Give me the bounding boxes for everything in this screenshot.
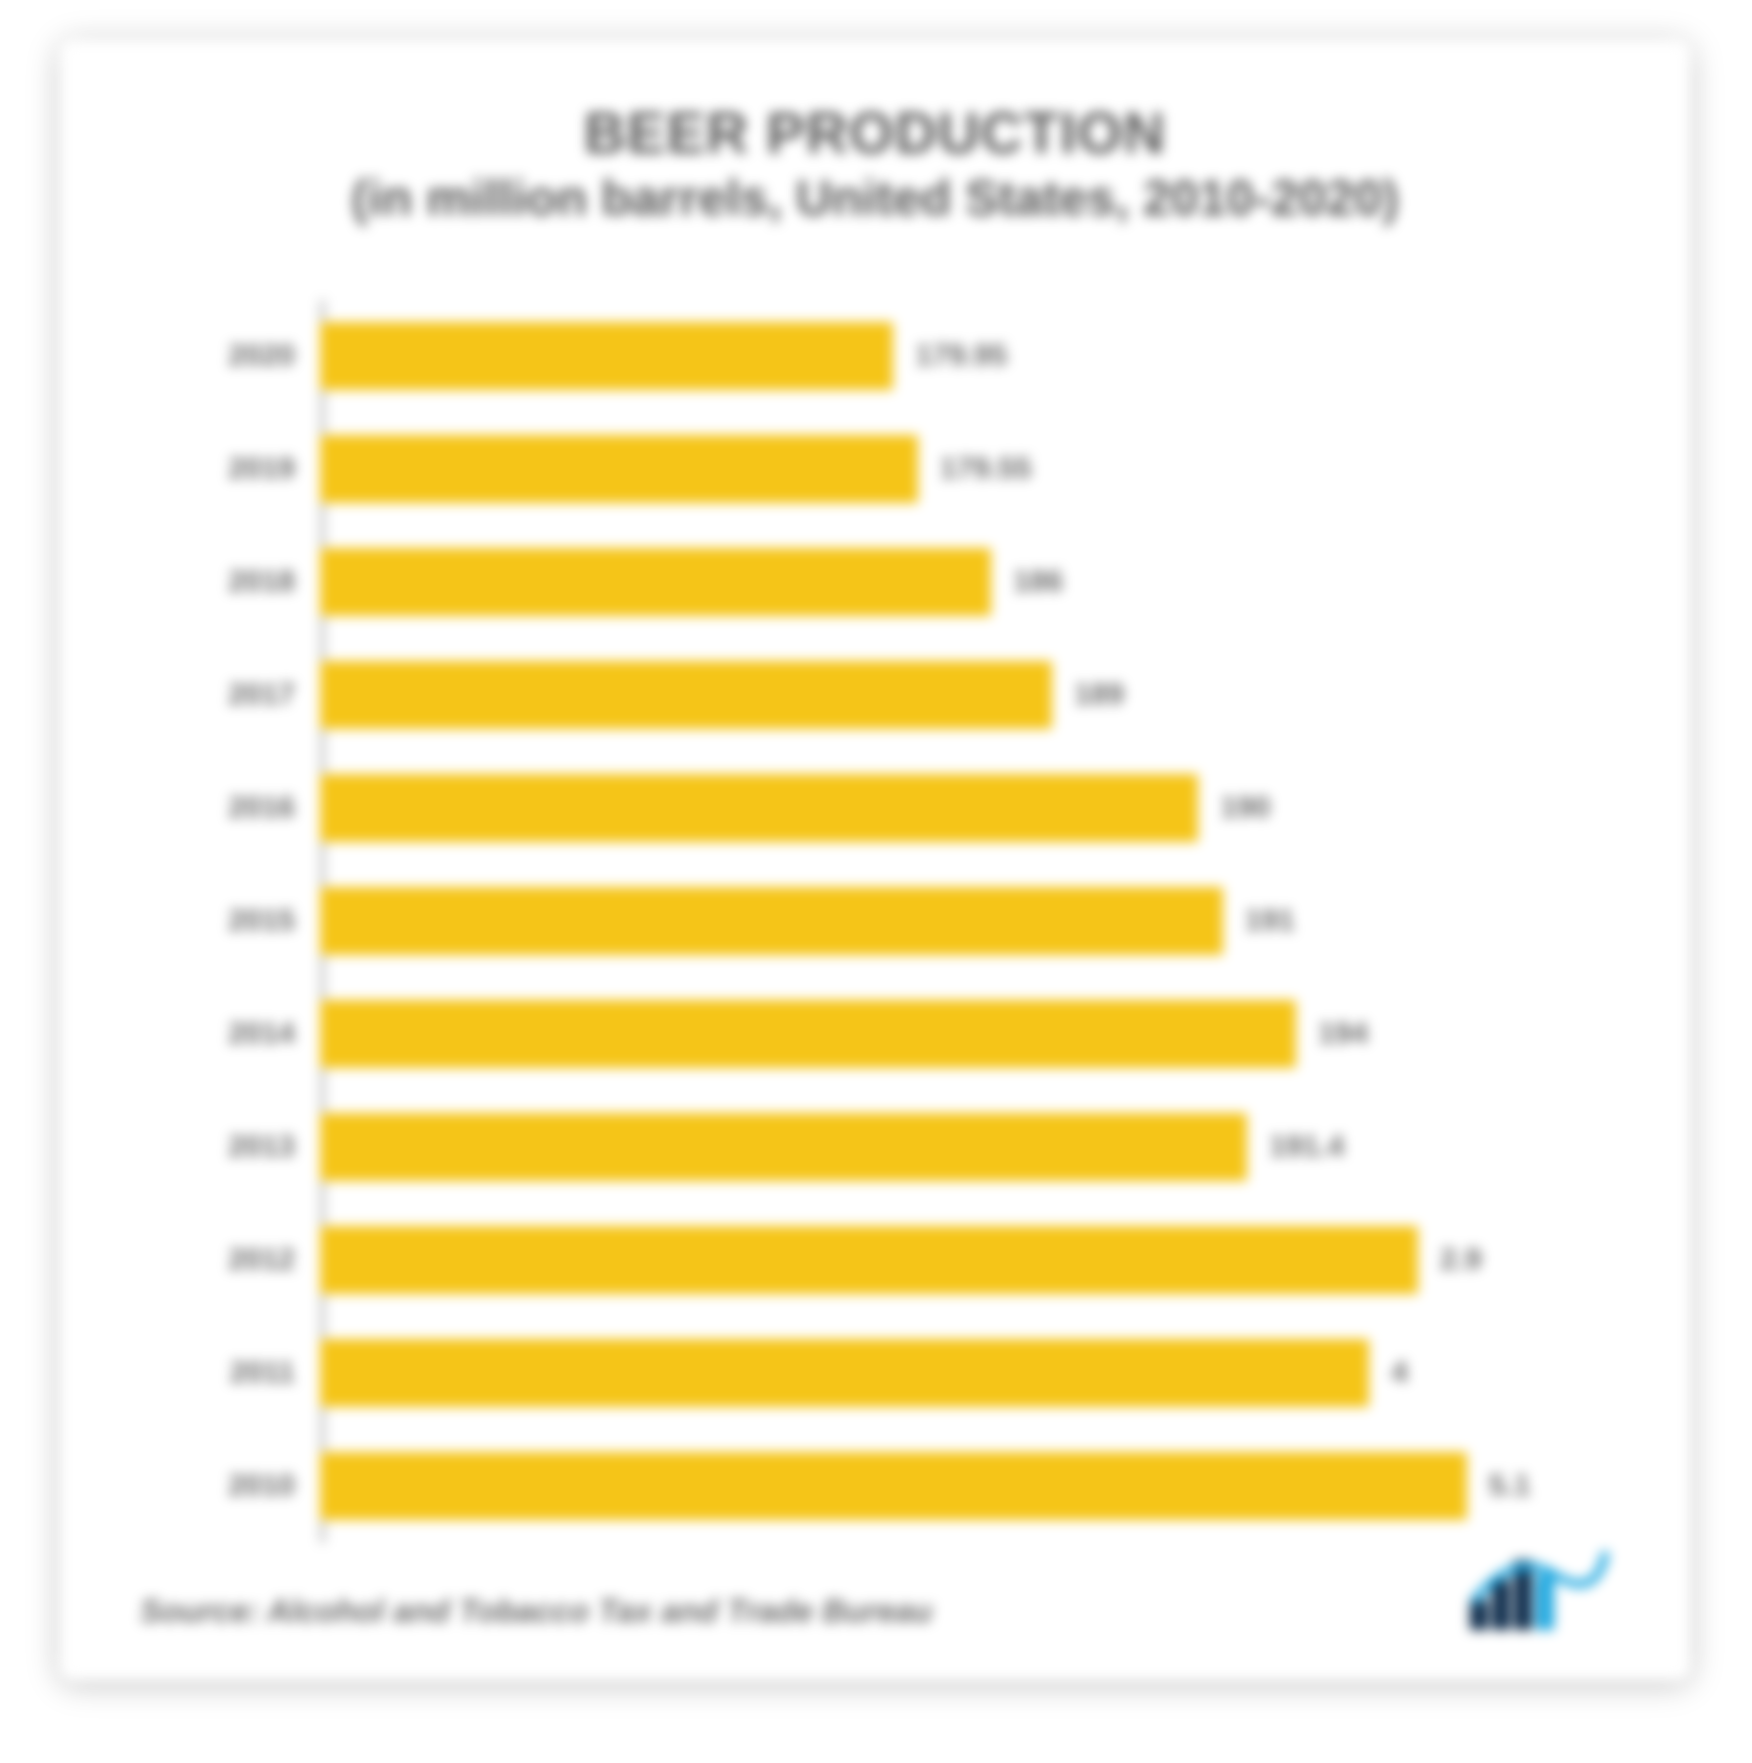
bar-value-label: 186 bbox=[1013, 565, 1063, 599]
bar-track: 179.95 bbox=[320, 320, 1540, 392]
chart-title-block: BEER PRODUCTION (in million barrels, Uni… bbox=[130, 100, 1620, 230]
bar-track: 4 bbox=[320, 1337, 1540, 1409]
bar-track: 186 bbox=[320, 546, 1540, 618]
chart-card: BEER PRODUCTION (in million barrels, Uni… bbox=[60, 40, 1690, 1680]
bar-category-label: 2012 bbox=[190, 1243, 320, 1277]
bar-value-label: 179.55 bbox=[940, 452, 1032, 486]
bar-track: 5.1 bbox=[320, 1450, 1540, 1522]
bar-category-label: 2016 bbox=[190, 791, 320, 825]
bar-fill bbox=[320, 435, 918, 503]
bar-row: 2011 4 bbox=[190, 1337, 1540, 1409]
logo-icon bbox=[1470, 1540, 1610, 1630]
bar-track: 190 bbox=[320, 772, 1540, 844]
bar-track: 2.9 bbox=[320, 1224, 1540, 1296]
bar-row: 2013 191.4 bbox=[190, 1111, 1540, 1183]
bar-row: 2014 194 bbox=[190, 998, 1540, 1070]
chart-plot-area: 2020 179.95 2019 179.55 2018 186 2017 189 2016 19… bbox=[130, 280, 1620, 1564]
bar-category-label: 2020 bbox=[190, 339, 320, 373]
bar-fill bbox=[320, 1452, 1467, 1520]
bar-row: 2012 2.9 bbox=[190, 1224, 1540, 1296]
bar-value-label: 5.1 bbox=[1489, 1469, 1531, 1503]
bar-fill bbox=[320, 1000, 1296, 1068]
bar-category-label: 2011 bbox=[190, 1356, 320, 1390]
bar-row: 2016 190 bbox=[190, 772, 1540, 844]
bar-fill bbox=[320, 322, 893, 390]
bar-row: 2019 179.55 bbox=[190, 433, 1540, 505]
bar-value-label: 191 bbox=[1245, 904, 1295, 938]
bar-value-label: 189 bbox=[1074, 678, 1124, 712]
bar-fill bbox=[320, 774, 1198, 842]
bar-row: 2010 5.1 bbox=[190, 1450, 1540, 1522]
bar-value-label: 190 bbox=[1220, 791, 1270, 825]
bar-value-label: 4 bbox=[1391, 1356, 1408, 1390]
bar-fill bbox=[320, 1226, 1418, 1294]
bar-row: 2017 189 bbox=[190, 659, 1540, 731]
bar-category-label: 2017 bbox=[190, 678, 320, 712]
bar-category-label: 2019 bbox=[190, 452, 320, 486]
bar-fill bbox=[320, 548, 991, 616]
bar-track: 179.55 bbox=[320, 433, 1540, 505]
bar-category-label: 2015 bbox=[190, 904, 320, 938]
bar-fill bbox=[320, 1113, 1247, 1181]
bar-category-label: 2018 bbox=[190, 565, 320, 599]
bars-container: 2020 179.95 2019 179.55 2018 186 2017 189 2016 19… bbox=[190, 300, 1540, 1544]
bar-track: 189 bbox=[320, 659, 1540, 731]
bar-row: 2018 186 bbox=[190, 546, 1540, 618]
bar-track: 191.4 bbox=[320, 1111, 1540, 1183]
bar-category-label: 2013 bbox=[190, 1130, 320, 1164]
source-attribution: Source: Alcohol and Tobacco Tax and Trad… bbox=[130, 1593, 1620, 1630]
bar-value-label: 2.9 bbox=[1440, 1243, 1482, 1277]
bar-row: 2015 191 bbox=[190, 885, 1540, 957]
chart-title-sub: (in million barrels, United States, 2010… bbox=[130, 167, 1620, 230]
bar-track: 194 bbox=[320, 998, 1540, 1070]
chart-title-main: BEER PRODUCTION bbox=[130, 100, 1620, 167]
bar-value-label: 194 bbox=[1318, 1017, 1368, 1051]
bar-category-label: 2010 bbox=[190, 1469, 320, 1503]
bar-fill bbox=[320, 887, 1223, 955]
bar-category-label: 2014 bbox=[190, 1017, 320, 1051]
bar-fill bbox=[320, 1339, 1369, 1407]
bar-value-label: 179.95 bbox=[915, 339, 1007, 373]
bar-value-label: 191.4 bbox=[1269, 1130, 1344, 1164]
bar-fill bbox=[320, 661, 1052, 729]
bar-row: 2020 179.95 bbox=[190, 320, 1540, 392]
brand-logo bbox=[1470, 1540, 1610, 1630]
bar-track: 191 bbox=[320, 885, 1540, 957]
